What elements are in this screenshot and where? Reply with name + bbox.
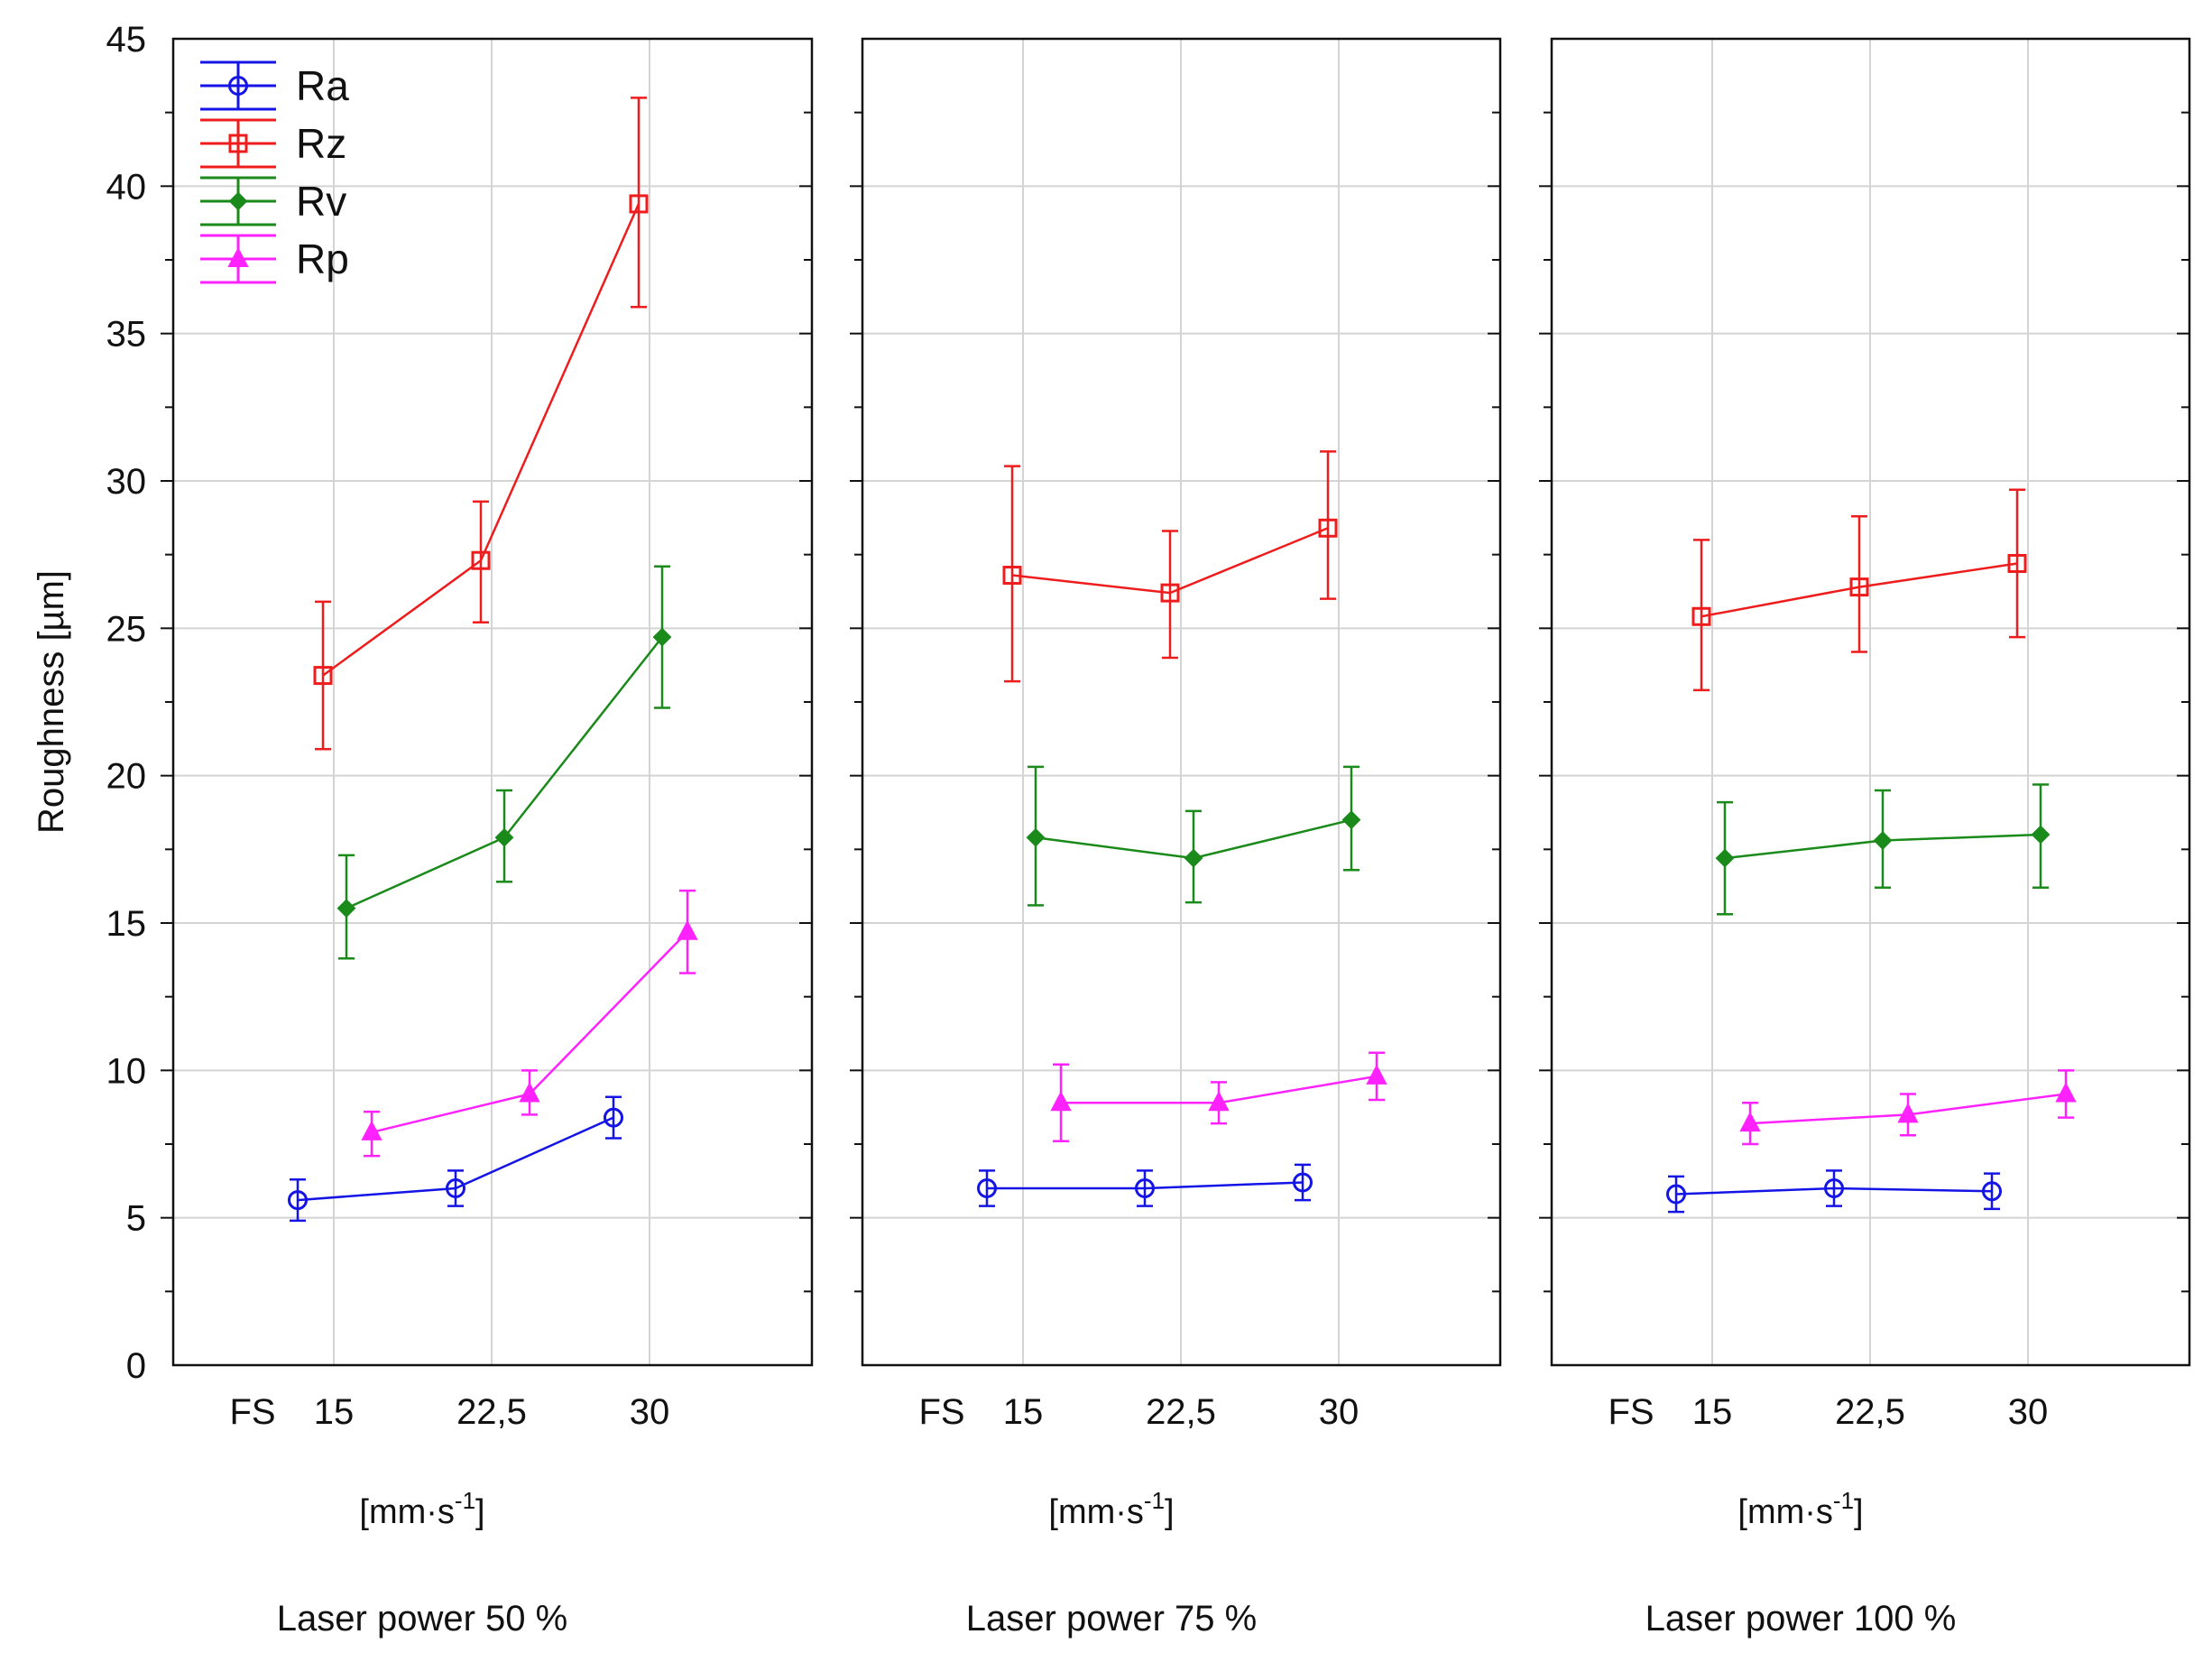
x-unit-close: ] [475, 1493, 485, 1531]
x-label-fs: FS [229, 1392, 275, 1432]
data-point-rp [361, 1120, 382, 1140]
x-tick-label: 30 [630, 1392, 670, 1432]
data-point-rv [1026, 827, 1046, 847]
data-point-rv [1873, 831, 1893, 850]
data-point-rz [629, 194, 649, 214]
x-tick-label: 22,5 [456, 1392, 527, 1432]
y-tick-label: 40 [106, 167, 147, 207]
x-unit-label: [mm·s-1] [1048, 1487, 1174, 1531]
data-point-rz [313, 666, 333, 686]
x-tick-label: 30 [1319, 1392, 1359, 1432]
data-point-rz [1318, 518, 1338, 538]
y-tick-label: 35 [106, 315, 147, 355]
legend-label-ra: Ra [296, 62, 349, 109]
data-point-rz [1691, 606, 1711, 626]
data-point-rv [652, 627, 672, 647]
x-unit-main: [mm·s [359, 1493, 455, 1531]
data-point-rp [1208, 1091, 1230, 1112]
legend-marker-rp [227, 246, 249, 267]
x-unit-label: [mm·s-1] [359, 1487, 484, 1531]
x-unit-exponent: -1 [1144, 1487, 1165, 1514]
data-point-rp [1050, 1091, 1072, 1112]
data-point-rv [2031, 825, 2051, 845]
data-point-ra [977, 1178, 997, 1198]
data-point-rz [1002, 566, 1022, 586]
data-point-ra [288, 1190, 308, 1211]
text-layer: FS 15 22,5 30[mm·s-1]Laser power 50 %FS 15 22… [32, 20, 2048, 1639]
data-layer [288, 97, 2077, 1223]
data-point-ra [446, 1178, 465, 1198]
x-unit-close: ] [1854, 1493, 1864, 1531]
y-tick-label: 5 [126, 1199, 146, 1239]
y-tick-label: 0 [126, 1346, 146, 1386]
y-tick-label: 10 [106, 1051, 147, 1091]
panel-title: Laser power 75 % [966, 1599, 1257, 1639]
panel-title: Laser power 50 % [277, 1599, 567, 1639]
data-point-rz [1849, 577, 1869, 597]
legend-label-rv: Rv [296, 178, 346, 225]
x-tick-label: 22,5 [1835, 1392, 1905, 1432]
data-point-rv [1715, 848, 1735, 868]
x-label-fs: FS [918, 1392, 964, 1432]
data-point-rz [471, 550, 491, 570]
data-point-rz [1160, 583, 1180, 603]
x-label-fs: FS [1608, 1392, 1654, 1432]
y-tick-label: 25 [106, 609, 147, 649]
data-point-rp [2055, 1082, 2077, 1103]
data-point-rp [677, 919, 698, 940]
data-point-ra [1982, 1181, 2002, 1202]
x-tick-label: 15 [1003, 1392, 1044, 1432]
legend-marker-rv [228, 191, 248, 211]
data-point-rv [1341, 810, 1361, 830]
data-point-rz [2007, 553, 2027, 573]
y-axis-label: Roughness [µm] [32, 570, 71, 834]
data-point-rp [1739, 1111, 1761, 1132]
x-tick-label: 15 [1692, 1392, 1733, 1432]
x-unit-close: ] [1165, 1493, 1175, 1531]
data-point-rv [494, 827, 514, 847]
panel-title: Laser power 100 % [1645, 1599, 1957, 1639]
data-point-ra [604, 1107, 623, 1128]
legend-label-rp: Rp [296, 235, 349, 282]
x-tick-label: 15 [314, 1392, 355, 1432]
x-tick-label: 22,5 [1146, 1392, 1216, 1432]
data-point-rv [336, 899, 356, 919]
y-tick-label: 30 [106, 462, 147, 502]
data-point-rp [519, 1082, 540, 1103]
grid-layer [173, 39, 2189, 1365]
data-point-rp [1366, 1064, 1387, 1085]
data-point-rv [1184, 848, 1203, 868]
y-tick-label: 20 [106, 757, 147, 797]
data-point-ra [1666, 1184, 1686, 1205]
data-point-ra [1135, 1178, 1155, 1198]
x-unit-exponent: -1 [455, 1487, 475, 1514]
y-tick-label: 15 [106, 904, 147, 944]
x-unit-exponent: -1 [1833, 1487, 1854, 1514]
x-unit-label: [mm·s-1] [1737, 1487, 1863, 1531]
legend-marker-ra [228, 76, 248, 96]
y-tick-label: 45 [106, 20, 147, 60]
legend-label-rz: Rz [296, 120, 346, 167]
data-point-rp [1897, 1103, 1919, 1123]
legend: Ra Rz Rv Rp [200, 60, 349, 284]
legend-marker-rz [228, 134, 248, 153]
data-point-ra [1824, 1178, 1844, 1198]
frame-layer [161, 37, 2191, 1367]
x-unit-main: [mm·s [1737, 1493, 1833, 1531]
x-unit-main: [mm·s [1048, 1493, 1144, 1531]
data-point-ra [1293, 1172, 1313, 1193]
x-tick-label: 30 [2008, 1392, 2049, 1432]
